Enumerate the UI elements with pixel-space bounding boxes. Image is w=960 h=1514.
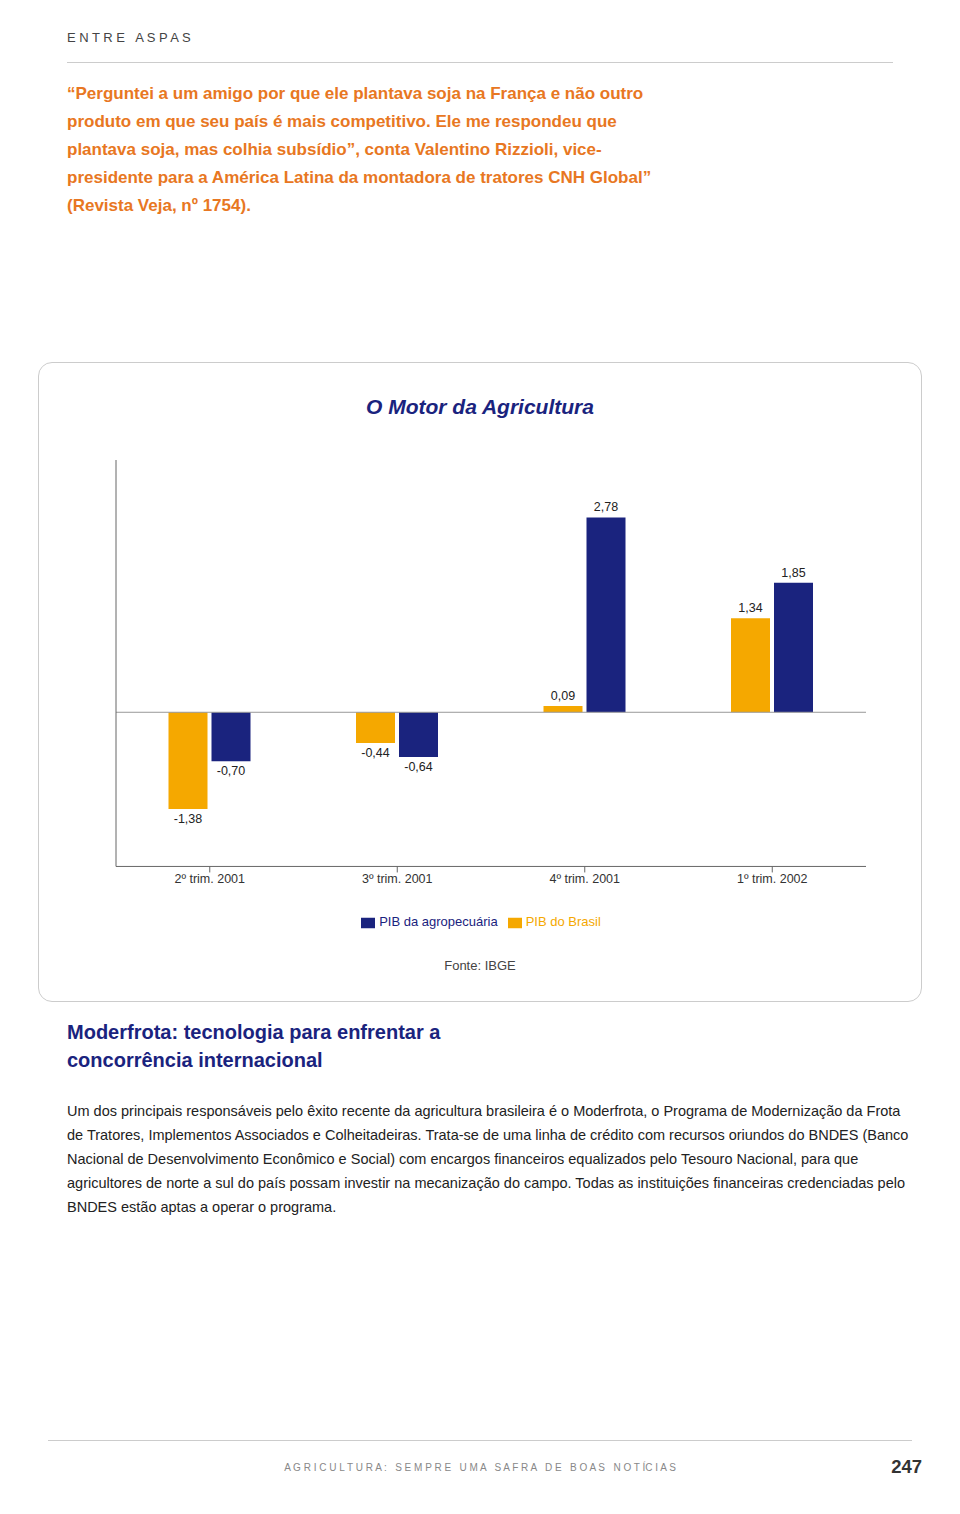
html-text:E N T R E A S P A S: E N T R E A S P A S bbox=[67, 30, 191, 45]
svg-text:4º trim. 2001: 4º trim. 2001 bbox=[549, 872, 620, 886]
html-text:A G R I C U L T U R A : S E M: A G R I C U L T U R A : S E M P R E U M … bbox=[284, 1462, 676, 1473]
svg-text:3º trim. 2001: 3º trim. 2001 bbox=[362, 872, 433, 886]
html-text:247: 247 bbox=[891, 1456, 922, 1477]
svg-text:2º trim. 2001: 2º trim. 2001 bbox=[174, 872, 245, 886]
html-text:PIB da agropecuária: PIB da agropecuária bbox=[379, 914, 498, 930]
html-text:O Motor da Agricultura: O Motor da Agricultura bbox=[366, 395, 594, 418]
html-text:PIB do Brasil: PIB do Brasil bbox=[525, 914, 601, 930]
svg-text:-0,70: -0,70 bbox=[217, 764, 246, 778]
svg-text:1º trim. 2002: 1º trim. 2002 bbox=[737, 872, 808, 886]
svg-text:-0,44: -0,44 bbox=[361, 746, 390, 760]
html-text:Um dos principais responsáveis: Um dos principais responsáveis pelo êxit… bbox=[67, 1103, 909, 1215]
svg-text:-0,64: -0,64 bbox=[404, 760, 433, 774]
svg-text:1,34: 1,34 bbox=[738, 601, 762, 615]
html-text:Moderfrota: tecnologia para en: Moderfrota: tecnologia para enfrentar a … bbox=[67, 1021, 441, 1071]
html-text:“Perguntei a um amigo por que: “Perguntei a um amigo por que ele planta… bbox=[67, 84, 652, 216]
svg-text:1,85: 1,85 bbox=[781, 566, 805, 580]
svg-text:2,78: 2,78 bbox=[594, 500, 618, 514]
html-text:Fonte: IBGE: Fonte: IBGE bbox=[444, 958, 516, 973]
svg-text:-1,38: -1,38 bbox=[174, 812, 203, 826]
svg-text:0,09: 0,09 bbox=[551, 689, 575, 703]
